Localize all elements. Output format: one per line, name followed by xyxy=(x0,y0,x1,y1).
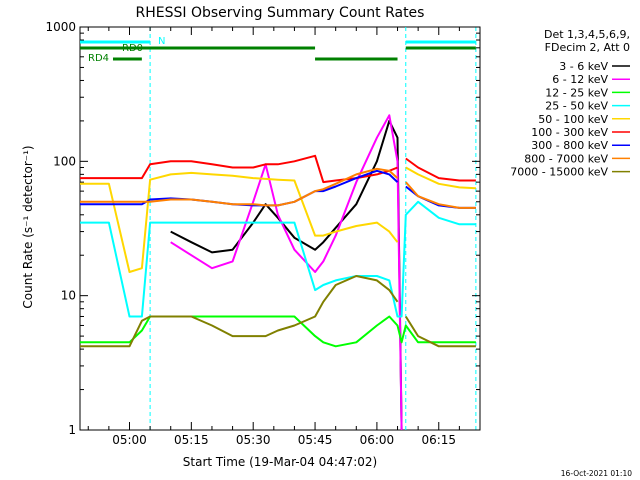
series-line-7000-15000-kev xyxy=(80,275,399,348)
legend-label-300-800-kev: 300 - 800 keV xyxy=(531,139,608,152)
series-line-25-50-kev xyxy=(80,200,476,318)
y-tick-label: 100 xyxy=(53,154,76,168)
x-tick-label: 05:00 xyxy=(112,433,147,447)
series-line-800-7000-kev xyxy=(80,167,399,207)
legend-label-25-50-kev: 25 - 50 keV xyxy=(545,100,608,113)
legend-header-detectors: Det 1,3,4,5,6,9, xyxy=(544,28,630,41)
series-line-100-300-kev xyxy=(405,157,476,182)
series-line-6-12-kev xyxy=(170,114,403,431)
plot-frame xyxy=(79,26,481,431)
legend-label-3-6-kev: 3 - 6 keV xyxy=(559,60,608,73)
x-tick-label: 05:15 xyxy=(174,433,209,447)
plot-area: 1 10 100 1000 05:00 05:15 05:30 05:45 06:00 06:15… xyxy=(45,20,481,447)
y-tick-label: 1000 xyxy=(45,20,76,34)
x-tick-label: 05:30 xyxy=(236,433,271,447)
legend-label-7000-15000-kev: 7000 - 15000 keV xyxy=(510,166,608,179)
series-line-800-7000-kev xyxy=(405,181,476,209)
x-tick-label: 06:00 xyxy=(360,433,395,447)
legend-label-800-7000-kev: 800 - 7000 keV xyxy=(524,152,608,165)
legend-label-50-100-kev: 50 - 100 keV xyxy=(538,113,608,126)
legend-label-12-25-kev: 12 - 25 keV xyxy=(545,86,608,99)
chart-title: RHESSI Observing Summary Count Rates xyxy=(136,5,425,21)
series-line-50-100-kev xyxy=(80,171,399,273)
x-tick-label: 05:45 xyxy=(298,433,333,447)
series-line-50-100-kev xyxy=(405,166,476,190)
legend-label-6-12-kev: 6 - 12 keV xyxy=(552,73,608,86)
y-tick-label: 1 xyxy=(68,423,76,437)
x-tick-label: 06:15 xyxy=(421,433,456,447)
legend-header-decimation: FDecim 2, Att 0 xyxy=(545,41,630,54)
timestamp: 16-Oct-2021 01:10 xyxy=(561,469,632,478)
flag-label-rd4: RD4 xyxy=(88,53,109,64)
x-axis-label: Start Time (19-Mar-04 04:47:02) xyxy=(183,455,377,469)
y-tick-label: 10 xyxy=(61,289,76,303)
legend-label-100-300-kev: 100 - 300 keV xyxy=(531,126,608,139)
flag-label-n: N xyxy=(158,36,165,47)
y-axis-label: Count Rate (s⁻¹ detector⁻¹) xyxy=(21,145,35,308)
series-line-3-6-kev xyxy=(170,119,403,431)
flag-label-rd0: RD0 xyxy=(122,43,143,54)
series-line-7000-15000-kev xyxy=(404,315,476,348)
